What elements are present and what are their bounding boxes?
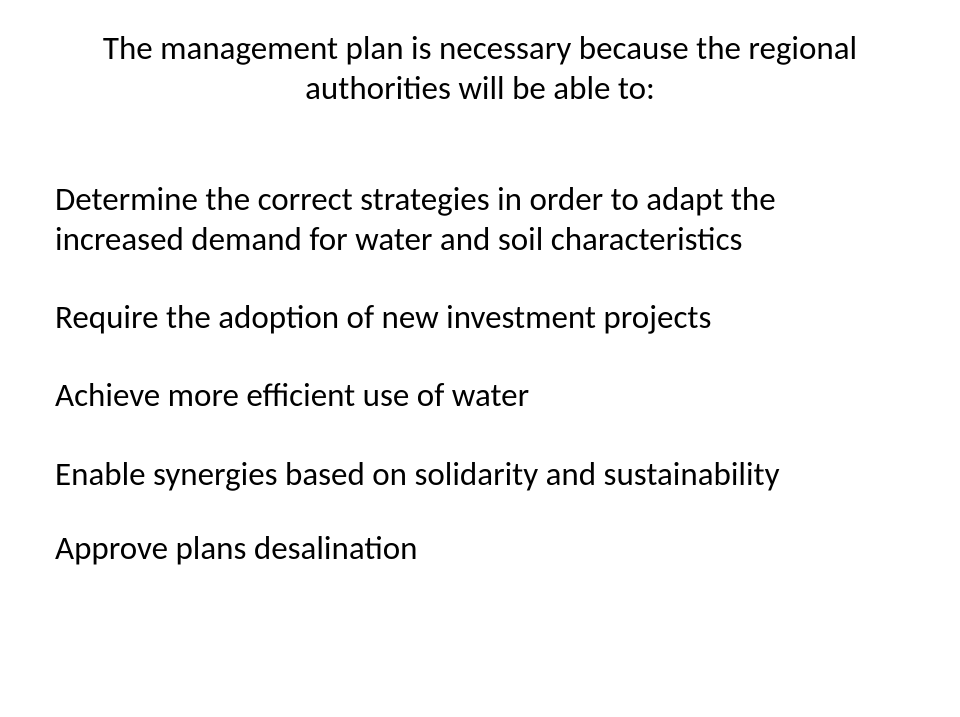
list-item: Achieve more efficient use of water bbox=[55, 375, 905, 415]
list-item: Determine the correct strategies in orde… bbox=[55, 179, 905, 260]
list-item: Approve plans desalination bbox=[55, 528, 905, 568]
list-item: Enable synergies based on solidarity and… bbox=[55, 454, 905, 494]
slide-body: The management plan is necessary because… bbox=[0, 0, 960, 717]
list-item: Require the adoption of new investment p… bbox=[55, 297, 905, 337]
intro-text: The management plan is necessary because… bbox=[55, 28, 905, 109]
